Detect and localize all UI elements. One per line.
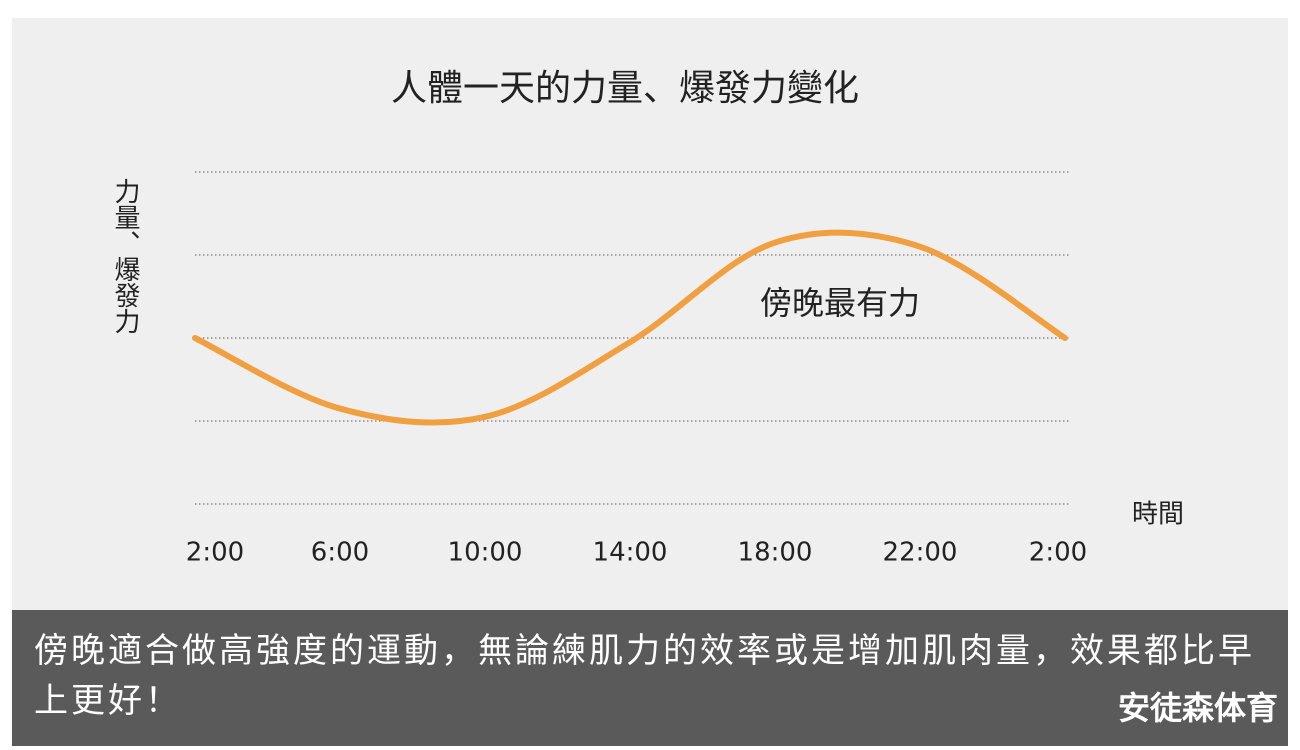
chart-panel bbox=[12, 18, 1288, 610]
x-tick-label: 14:00 bbox=[593, 538, 668, 568]
x-axis-label: 時間 bbox=[1132, 500, 1184, 530]
caption-band bbox=[12, 610, 1288, 746]
y-axis-label: 力量、爆發力 bbox=[110, 178, 140, 334]
line bbox=[192, 229, 1068, 426]
x-tick-label: 2:00 bbox=[1029, 538, 1087, 568]
caption: 傍晚適合做高強度的運動，無論練肌力的效率或是增加肌肉量，效果都比早上更好！ bbox=[34, 631, 1255, 721]
x-tick-label: 2:00 bbox=[186, 538, 244, 568]
x-tick-label: 10:00 bbox=[448, 538, 523, 568]
chart-title: 人體一天的力量、爆發力變化 bbox=[391, 68, 859, 109]
source: 安徒森体育 bbox=[1117, 689, 1278, 727]
x-tick-label: 6:00 bbox=[311, 538, 369, 568]
x-tick-label: 22:00 bbox=[883, 538, 958, 568]
annotation: 傍晚最有力 bbox=[760, 284, 920, 322]
x-tick-label: 18:00 bbox=[738, 538, 813, 568]
